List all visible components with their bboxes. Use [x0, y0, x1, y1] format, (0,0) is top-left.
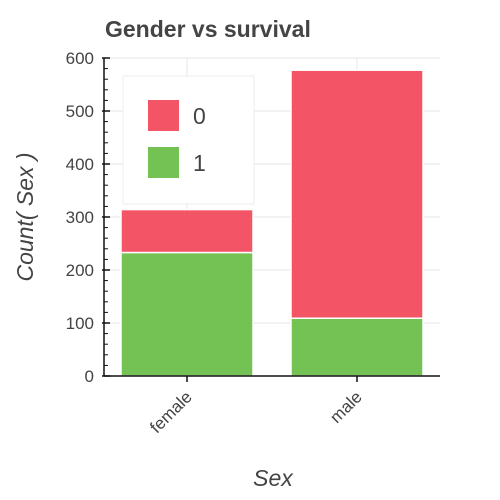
x-axis-label: Sex [253, 465, 294, 491]
bar-male-series-1 [290, 317, 424, 377]
y-tick-label: 0 [85, 367, 94, 386]
legend-swatch-1 [148, 147, 179, 178]
y-tick-label: 300 [66, 208, 94, 227]
y-tick-label: 200 [66, 261, 94, 280]
bar-female-series-1 [120, 251, 254, 377]
x-tick-label-female: female [146, 387, 196, 437]
legend-swatch-0 [148, 100, 179, 131]
y-tick-label: 400 [66, 155, 94, 174]
y-tick-label: 500 [66, 102, 94, 121]
legend-label-0: 0 [193, 103, 206, 129]
bars [120, 69, 424, 377]
y-tick-label: 100 [66, 314, 94, 333]
legend: 01 [122, 75, 255, 205]
x-tick-label-male: male [326, 387, 365, 426]
y-axis-label: Count( Sex ) [12, 152, 38, 281]
bar-male-series-0 [290, 69, 424, 319]
legend-box [122, 75, 255, 205]
bar-female-series-0 [120, 208, 254, 254]
legend-label-1: 1 [193, 150, 206, 176]
y-tick-label: 600 [66, 49, 94, 68]
chart-title: Gender vs survival [105, 16, 311, 42]
